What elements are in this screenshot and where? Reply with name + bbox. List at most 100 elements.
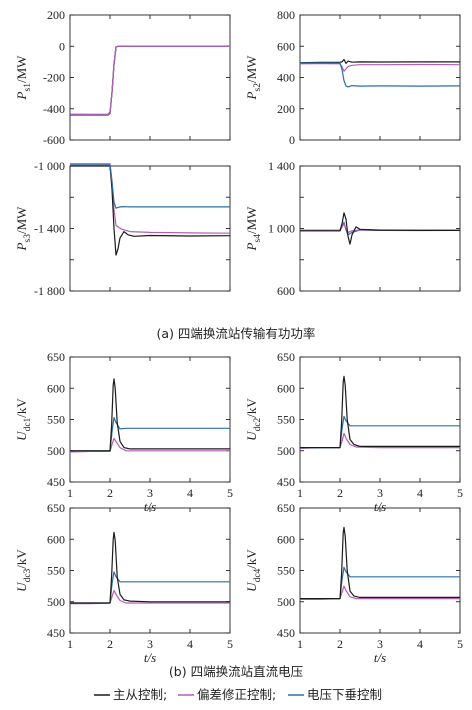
x-tick-label: 2 bbox=[107, 637, 113, 651]
y-axis-label-subscript: dc1 bbox=[23, 417, 33, 431]
panel-ps3: -1 000 -1 400 -1 800 Ps3/MW bbox=[14, 159, 231, 298]
y-tick-label: -200 bbox=[43, 71, 65, 85]
series-line bbox=[69, 437, 230, 453]
series-line bbox=[300, 415, 460, 449]
y-tick-label: 1 000 bbox=[268, 222, 295, 236]
y-tick-label: 650 bbox=[47, 350, 65, 364]
y-axis-label-symbol: U bbox=[244, 581, 259, 592]
y-axis-label-unit: /MW bbox=[14, 206, 29, 234]
x-tick-label: 5 bbox=[457, 637, 463, 651]
series-line bbox=[70, 45, 230, 116]
y-axis-label-symbol: P bbox=[14, 242, 29, 251]
series-line bbox=[70, 163, 231, 234]
y-tick-label: 0 bbox=[59, 39, 65, 53]
y-axis-label-unit: /kV bbox=[244, 398, 259, 418]
y-tick-label: 1 400 bbox=[268, 159, 295, 173]
y-tick-label: 550 bbox=[277, 564, 295, 578]
y-tick-label: 650 bbox=[277, 350, 295, 364]
y-axis-label-symbol: U bbox=[14, 581, 29, 592]
x-tick-label: 3 bbox=[377, 637, 383, 651]
y-axis-label-unit: /kV bbox=[14, 549, 29, 569]
legend-label-master-slave: 主从控制; bbox=[113, 687, 167, 702]
x-axis-label: t/s bbox=[374, 499, 386, 514]
y-axis-label-unit: /kV bbox=[244, 549, 259, 569]
series-line bbox=[300, 526, 460, 600]
y-tick-label: 0 bbox=[289, 133, 295, 147]
x-tick-label: 1 bbox=[67, 486, 73, 500]
y-axis-label: Ps4/MW bbox=[244, 206, 263, 252]
plot-frame bbox=[69, 14, 231, 141]
x-tick-label: 4 bbox=[417, 486, 423, 500]
panel-ps2: 800 600 400 200 0 Ps2/MW bbox=[244, 8, 461, 147]
series-line bbox=[70, 45, 230, 116]
series-line bbox=[70, 531, 230, 604]
x-tick-label: 3 bbox=[147, 486, 153, 500]
x-tick-label: 3 bbox=[377, 486, 383, 500]
series-line bbox=[70, 417, 230, 452]
x-tick-label: 1 bbox=[297, 486, 303, 500]
y-tick-label: -1 400 bbox=[34, 222, 65, 236]
y-axis-label: Udc2/kV bbox=[244, 398, 263, 441]
legend-label-deviation: 偏差修正控制; bbox=[197, 687, 276, 702]
y-tick-label: 450 bbox=[277, 626, 295, 640]
caption-b: (b) 四端换流站直流电压 bbox=[169, 664, 303, 679]
y-tick-label: 800 bbox=[277, 8, 295, 22]
y-axis-label-symbol: P bbox=[244, 242, 259, 251]
y-axis-label: Udc3/kV bbox=[14, 549, 33, 592]
y-tick-label: 550 bbox=[277, 413, 295, 427]
y-tick-label: 650 bbox=[277, 501, 295, 515]
y-axis-label-unit: /MW bbox=[244, 206, 259, 234]
y-tick-label: 450 bbox=[47, 626, 65, 640]
y-tick-label: 500 bbox=[277, 595, 295, 609]
y-tick-label: 550 bbox=[47, 564, 65, 578]
y-axis-label-symbol: P bbox=[244, 91, 259, 100]
plot-frame bbox=[299, 14, 461, 141]
plot-frame bbox=[299, 356, 461, 483]
legend: 主从控制; 偏差修正控制; 电压下垂控制 bbox=[94, 687, 382, 702]
series-line bbox=[70, 378, 230, 452]
plot-frame bbox=[69, 356, 231, 483]
y-axis-label-subscript: s1 bbox=[23, 83, 33, 92]
x-tick-label: 3 bbox=[147, 637, 153, 651]
plot-frame bbox=[299, 507, 461, 634]
y-tick-label: -1 000 bbox=[34, 159, 65, 173]
series-line bbox=[299, 62, 461, 88]
y-axis-label: Udc4/kV bbox=[244, 549, 263, 592]
series-line bbox=[70, 571, 230, 604]
y-axis-label: Ps2/MW bbox=[244, 55, 263, 101]
y-tick-label: 600 bbox=[277, 39, 295, 53]
y-tick-label: 600 bbox=[277, 284, 295, 298]
y-tick-label: -400 bbox=[43, 102, 65, 116]
y-tick-label: 600 bbox=[47, 381, 65, 395]
y-axis-label-subscript: dc4 bbox=[253, 568, 263, 582]
y-axis-label: Ps1/MW bbox=[14, 55, 33, 101]
x-tick-label: 1 bbox=[297, 637, 303, 651]
y-tick-label: 600 bbox=[277, 532, 295, 546]
y-axis-label-subscript: s2 bbox=[253, 83, 263, 92]
x-tick-label: 2 bbox=[337, 486, 343, 500]
plot-frame bbox=[69, 165, 231, 292]
series-line bbox=[69, 45, 230, 115]
x-tick-label: 5 bbox=[457, 486, 463, 500]
y-tick-label: -1 800 bbox=[34, 284, 65, 298]
series-line bbox=[300, 375, 460, 449]
y-tick-label: 400 bbox=[277, 71, 295, 85]
y-tick-label: 550 bbox=[47, 413, 65, 427]
x-tick-label: 2 bbox=[107, 486, 113, 500]
panel-ps4: 1 400 1 000 600 Ps4/MW bbox=[244, 159, 461, 298]
y-tick-label: 200 bbox=[47, 8, 65, 22]
y-tick-label: 500 bbox=[47, 444, 65, 458]
y-axis-label-subscript: dc3 bbox=[23, 568, 33, 582]
y-tick-label: 500 bbox=[47, 595, 65, 609]
y-tick-label: 600 bbox=[47, 532, 65, 546]
x-tick-label: 5 bbox=[227, 637, 233, 651]
series-line bbox=[70, 165, 231, 256]
series-line bbox=[70, 164, 230, 209]
x-tick-label: 4 bbox=[187, 637, 193, 651]
y-tick-label: 200 bbox=[277, 102, 295, 116]
x-tick-label: 2 bbox=[337, 637, 343, 651]
y-tick-label: 450 bbox=[277, 475, 295, 489]
